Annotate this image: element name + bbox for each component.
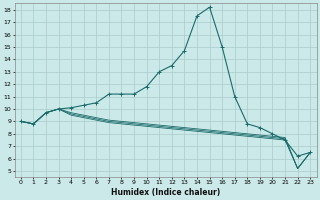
X-axis label: Humidex (Indice chaleur): Humidex (Indice chaleur) [111, 188, 220, 197]
